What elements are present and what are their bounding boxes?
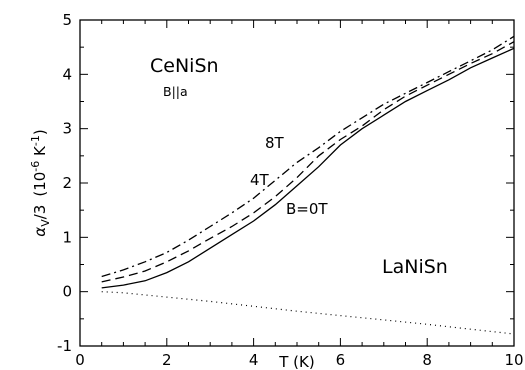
x-tick-label: 10 — [504, 351, 523, 369]
y-tick-label: -1 — [57, 337, 72, 355]
series-line-b-0t — [101, 47, 515, 289]
annotation-4t: 4T — [250, 171, 270, 189]
annotation-lanisn: LaNiSn — [382, 256, 448, 278]
x-tick-label: 8 — [422, 351, 432, 369]
axis-ticks — [79, 19, 515, 347]
x-tick-label: 6 — [336, 351, 346, 369]
y-axis-unit-exp1: -6 — [29, 161, 42, 172]
series-line-8t — [101, 35, 515, 278]
x-tick-label: 0 — [75, 351, 85, 369]
series-line-4t — [101, 41, 515, 283]
annotation-cenisn: CeNiSn — [150, 55, 219, 77]
y-tick-label: 4 — [62, 65, 72, 83]
y-axis-unit-exp2: -1 — [29, 135, 42, 146]
y-axis-divisor: /3 — [31, 205, 49, 220]
y-axis-unit-mid: K — [31, 145, 49, 161]
y-axis-subscript: V — [39, 219, 52, 227]
plot-frame — [79, 19, 515, 347]
annotation-8t: 8T — [265, 134, 285, 152]
y-tick-label: 3 — [62, 120, 72, 138]
series-group — [101, 35, 515, 335]
annotation-0t: B=0T — [286, 200, 328, 218]
y-tick-label: 1 — [62, 228, 72, 246]
annotation-direction: B||a — [163, 84, 188, 99]
y-tick-label: 5 — [62, 11, 72, 29]
y-axis-symbol: α — [31, 227, 49, 237]
y-tick-label: 2 — [62, 174, 72, 192]
series-line-lanisn — [101, 291, 515, 335]
y-tick-label: 0 — [62, 283, 72, 301]
y-axis-title: αV/3 (10-6 K-1) — [29, 129, 52, 236]
y-axis-unit-open: (10 — [31, 172, 49, 197]
x-tick-label: 2 — [162, 351, 172, 369]
x-tick-label: 4 — [249, 351, 259, 369]
y-axis-unit-close: ) — [31, 129, 49, 135]
x-axis-title: T (K) — [278, 353, 314, 370]
